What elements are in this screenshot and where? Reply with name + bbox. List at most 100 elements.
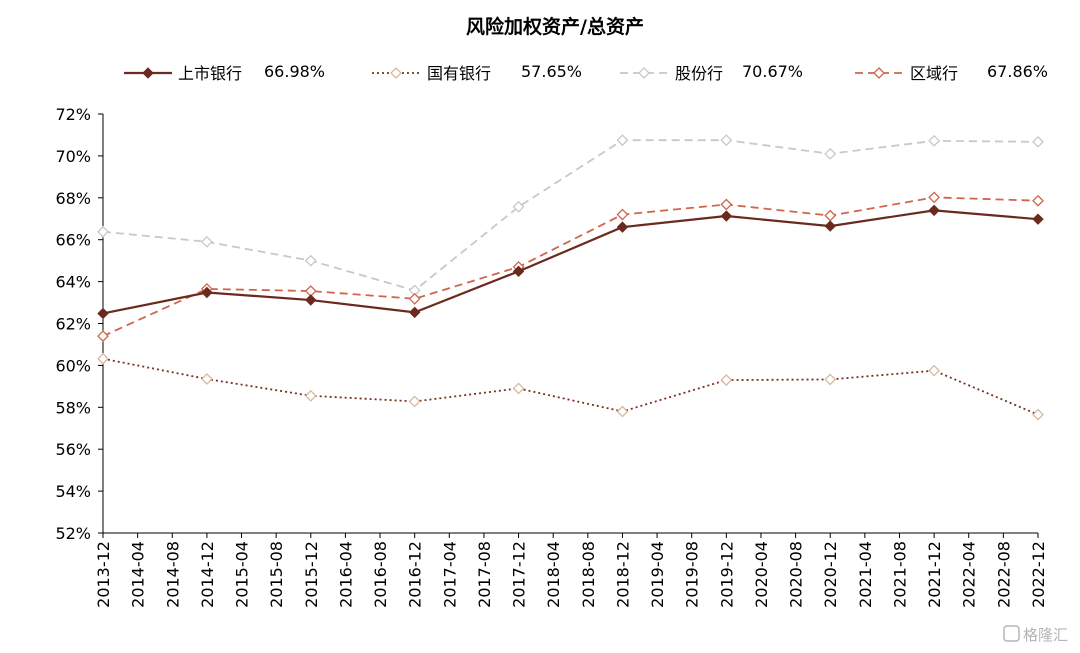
x-tick-label: 2018-08: [579, 541, 598, 608]
legend-value: 57.65%: [521, 62, 582, 81]
x-tick-label: 2019-12: [717, 541, 736, 608]
data-point: [304, 389, 317, 402]
x-tick-label: 2019-08: [683, 541, 702, 608]
y-tick-label: 58%: [55, 398, 91, 417]
data-point: [1032, 408, 1044, 421]
data-point: [200, 373, 213, 385]
x-tick-label: 2021-04: [856, 541, 875, 608]
x-tick-label: 2020-08: [787, 541, 806, 608]
x-tick-label: 2017-08: [475, 541, 494, 608]
legend-label: 国有银行: [427, 64, 491, 83]
legend-item: 股份行 70.67%: [620, 62, 803, 83]
x-tick-label: 2017-04: [440, 541, 459, 608]
legend-value: 67.86%: [987, 62, 1048, 81]
data-point: [408, 306, 421, 319]
x-tick-label: 2014-08: [163, 541, 182, 608]
x-tick-label: 2019-04: [648, 541, 667, 608]
x-tick-label: 2013-12: [94, 541, 113, 608]
data-point: [1032, 213, 1044, 225]
legend-item: 区域行 67.86%: [855, 62, 1048, 83]
series-line: [102, 196, 1039, 337]
data-point: [720, 374, 733, 386]
data-point: [1032, 194, 1044, 207]
data-point: [97, 307, 109, 320]
data-point: [1032, 135, 1044, 148]
legend-label: 区域行: [910, 64, 958, 83]
data-point: [824, 147, 837, 160]
watermark-text: 格隆汇: [1023, 626, 1068, 644]
series-line: [102, 209, 1039, 315]
data-point: [616, 221, 629, 233]
legend-value: 66.98%: [264, 62, 325, 81]
data-point: [97, 330, 109, 342]
data-point: [928, 364, 941, 377]
data-point: [928, 204, 940, 217]
data-point: [873, 67, 885, 79]
data-point: [512, 382, 525, 395]
data-point: [408, 292, 421, 305]
axes: 52% 54% 56% 58% 60% 62% 64% 66% 68% 70% 72% 2013-12…: [55, 105, 1048, 608]
series-2: [97, 134, 1044, 297]
plot-area: [97, 134, 1044, 421]
x-tick-label: 2022-12: [1029, 541, 1048, 608]
x-tick-label: 2018-12: [613, 541, 632, 608]
x-tick-label: 2014-04: [129, 541, 148, 608]
legend-value: 70.67%: [742, 62, 803, 81]
data-point: [824, 209, 837, 222]
data-point: [616, 134, 629, 147]
y-tick-label: 66%: [55, 231, 91, 250]
data-point: [390, 67, 402, 79]
data-point: [512, 265, 525, 278]
x-tick-label: 2014-12: [198, 541, 217, 608]
series-1: [97, 352, 1044, 421]
legend-item: 上市银行 66.98%: [124, 62, 325, 83]
x-tick-label: 2022-08: [994, 541, 1013, 608]
x-tick-label: 2020-12: [821, 541, 840, 608]
data-point: [142, 67, 154, 79]
x-tick-label: 2015-12: [302, 541, 321, 608]
data-point: [720, 210, 733, 222]
data-point: [305, 294, 317, 306]
y-tick-label: 52%: [55, 524, 91, 543]
x-tick-label: 2021-08: [890, 541, 909, 608]
data-point: [616, 208, 629, 221]
x-tick-label: 2017-12: [510, 541, 529, 608]
data-point: [824, 220, 836, 232]
data-point: [304, 254, 317, 267]
x-tick-label: 2018-04: [544, 541, 563, 608]
data-point: [720, 134, 733, 147]
series-line: [102, 357, 1039, 416]
y-tick-label: 68%: [55, 189, 91, 208]
y-tick-label: 54%: [55, 482, 91, 501]
y-tick-label: 64%: [55, 273, 91, 292]
chart-title: 风险加权资产/总资产: [466, 15, 644, 38]
legend: 上市银行 66.98% 国有银行 57.65% 股份行 70.67% 区域行 67.86%: [124, 62, 1048, 83]
x-tick-label: 2022-04: [960, 541, 979, 608]
data-point: [97, 352, 109, 365]
data-point: [928, 134, 941, 147]
y-tick-label: 60%: [55, 356, 91, 375]
x-tick-label: 2016-08: [371, 541, 390, 608]
data-point: [928, 191, 941, 204]
x-tick-label: 2020-04: [752, 541, 771, 608]
data-point: [638, 67, 650, 79]
watermark: 格隆汇: [1003, 625, 1068, 644]
data-point: [824, 373, 837, 386]
x-tick-label: 2016-04: [336, 541, 355, 608]
y-tick-label: 62%: [55, 315, 91, 334]
data-point: [97, 225, 109, 238]
data-point: [200, 235, 213, 248]
data-point: [720, 198, 733, 211]
legend-label: 股份行: [675, 64, 723, 83]
series-line: [102, 139, 1039, 292]
x-tick-label: 2021-12: [925, 541, 944, 608]
legend-item: 国有银行 57.65%: [372, 62, 582, 83]
data-point: [512, 200, 525, 213]
series-0: [97, 204, 1044, 320]
x-tick-label: 2015-04: [233, 541, 252, 608]
watermark-logo-icon: [1003, 625, 1020, 642]
y-tick-label: 56%: [55, 440, 91, 459]
x-tick-label: 2016-12: [406, 541, 425, 608]
x-tick-label: 2015-08: [267, 541, 286, 608]
